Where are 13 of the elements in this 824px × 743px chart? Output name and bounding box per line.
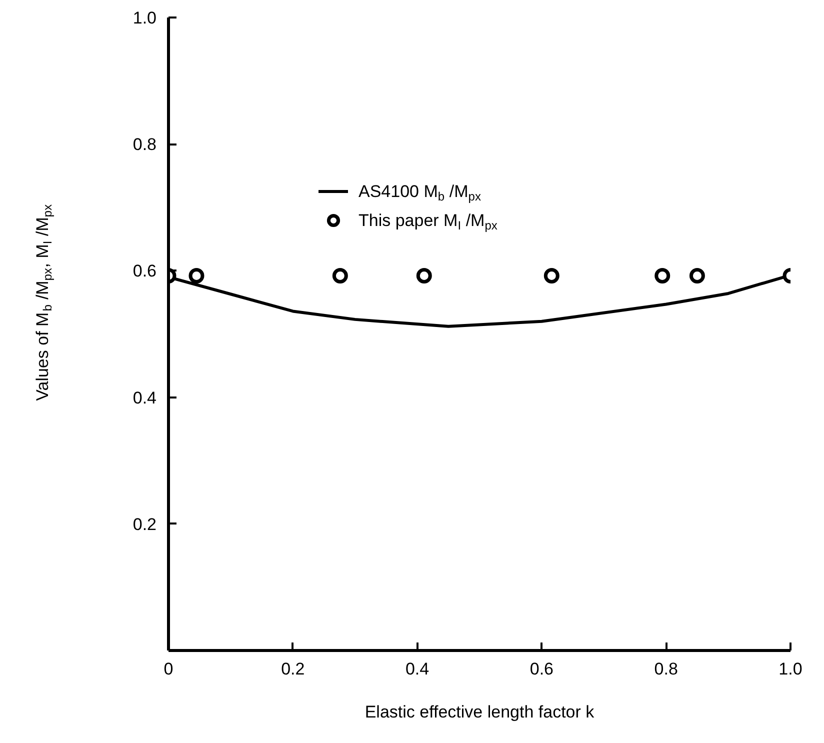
x-tick-label: 0.8	[654, 660, 678, 678]
x-tick-label: 0	[164, 660, 174, 678]
y-tick-label: 0.6	[132, 262, 157, 281]
y-tick-label: 0.8	[132, 135, 157, 154]
x-tick-label: 1.0	[778, 660, 802, 678]
x-tick-label: 0.6	[530, 660, 554, 678]
x-tick-label: 0.4	[405, 660, 430, 678]
y-tick-label: 0.2	[132, 514, 157, 534]
y-tick-label: 0.4	[132, 388, 157, 408]
x-tick-label: 0.2	[281, 660, 305, 678]
x-axis-title: Elastic effective length factor k	[364, 702, 595, 722]
y-axis-title: Values of Mb /Mpx, MI /Mpx	[33, 204, 54, 401]
y-tick-label: 1.0	[132, 8, 157, 28]
